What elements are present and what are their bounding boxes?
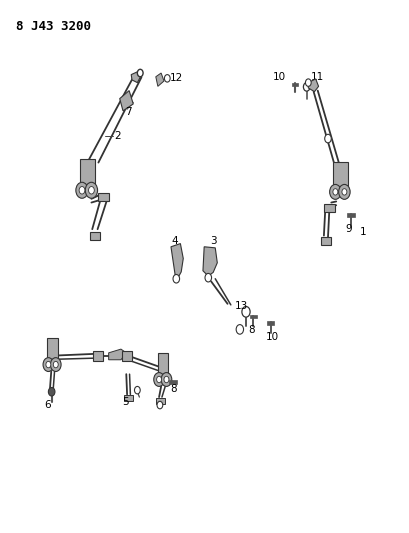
Circle shape (134, 386, 140, 394)
Circle shape (324, 134, 330, 143)
Circle shape (157, 401, 162, 409)
Bar (98, 193, 109, 201)
Circle shape (76, 182, 88, 198)
Text: 3: 3 (210, 236, 216, 246)
Circle shape (164, 376, 169, 383)
Circle shape (50, 358, 61, 372)
Bar (323, 204, 334, 212)
Text: 5: 5 (122, 398, 128, 407)
Polygon shape (119, 91, 133, 111)
Circle shape (161, 373, 171, 386)
Circle shape (43, 358, 54, 372)
Circle shape (338, 184, 349, 199)
Text: 4: 4 (171, 236, 178, 246)
Bar (47, 338, 57, 366)
Text: 9: 9 (345, 224, 351, 234)
Circle shape (153, 373, 164, 386)
Circle shape (137, 69, 143, 77)
Text: 13: 13 (234, 302, 247, 311)
Bar (122, 351, 132, 361)
Bar (90, 231, 100, 239)
Circle shape (48, 387, 55, 396)
Circle shape (204, 273, 211, 282)
Bar (249, 314, 256, 318)
Polygon shape (155, 73, 164, 86)
Polygon shape (171, 244, 183, 277)
Text: 7: 7 (125, 107, 131, 117)
Polygon shape (131, 71, 140, 83)
Circle shape (88, 187, 94, 194)
Circle shape (241, 306, 249, 317)
Circle shape (305, 79, 310, 86)
Bar (156, 398, 165, 404)
Text: 10: 10 (265, 332, 278, 342)
Circle shape (156, 376, 161, 383)
Circle shape (329, 184, 340, 199)
Circle shape (173, 274, 179, 283)
Circle shape (341, 189, 346, 195)
Text: 8: 8 (170, 384, 176, 394)
Text: 6: 6 (44, 400, 51, 410)
Polygon shape (108, 349, 126, 360)
Circle shape (46, 361, 51, 368)
Bar (79, 158, 95, 188)
Bar (266, 321, 274, 325)
Text: 2: 2 (114, 131, 120, 141)
Text: 10: 10 (272, 72, 285, 82)
Circle shape (164, 75, 170, 82)
Bar (332, 162, 347, 191)
Circle shape (236, 325, 243, 334)
Text: 8: 8 (247, 326, 254, 335)
Text: 11: 11 (310, 72, 323, 82)
Circle shape (332, 189, 337, 195)
Polygon shape (308, 79, 318, 92)
Circle shape (303, 83, 309, 91)
Circle shape (79, 187, 85, 194)
Bar (169, 381, 176, 384)
Bar (158, 353, 168, 380)
Polygon shape (202, 247, 217, 276)
Text: 8 J43 3200: 8 J43 3200 (16, 20, 91, 33)
Circle shape (53, 361, 58, 368)
Bar (124, 395, 133, 401)
Bar (291, 83, 298, 86)
Bar (320, 237, 330, 245)
Text: 1: 1 (359, 227, 366, 237)
Bar (93, 351, 103, 361)
Circle shape (85, 182, 97, 198)
Bar (346, 213, 354, 217)
Text: 12: 12 (170, 74, 183, 83)
